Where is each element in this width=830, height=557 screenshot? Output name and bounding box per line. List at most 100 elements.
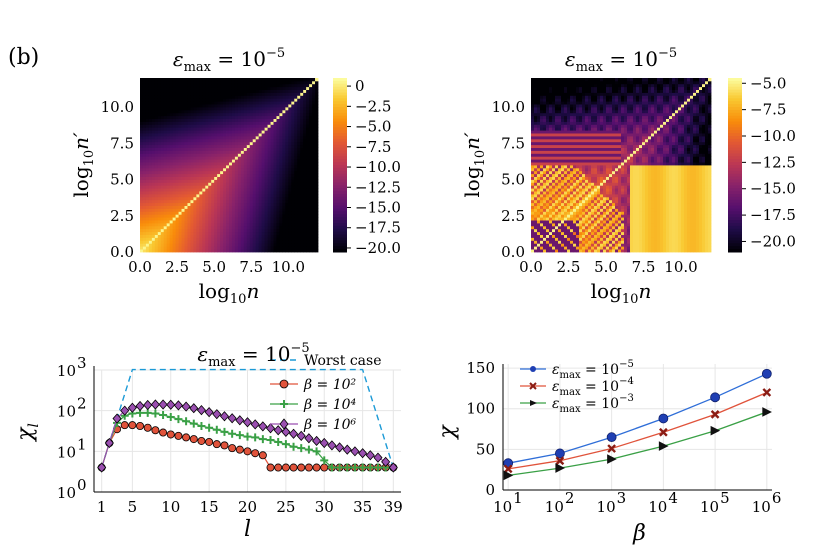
heatmap-cell <box>172 223 176 227</box>
heatmap-cell <box>582 214 586 218</box>
heatmap-cell <box>309 80 313 85</box>
colorbar-segment <box>333 109 347 114</box>
heatmap-cell <box>252 228 257 233</box>
heatmap-cell <box>549 223 553 227</box>
heatmap-cell <box>243 104 248 108</box>
heatmap-cell <box>534 153 538 157</box>
heatmap-cell <box>531 162 535 166</box>
heatmap-cell <box>549 246 553 250</box>
heatmap-cell <box>255 78 260 82</box>
heatmap-cell <box>258 141 263 146</box>
heatmap-cell <box>285 144 289 148</box>
heatmap-cell <box>309 159 313 163</box>
heatmap-cell <box>285 80 289 85</box>
heatmap-cell <box>154 127 159 131</box>
heatmap-cell <box>190 199 194 204</box>
heatmap-cell <box>552 147 556 151</box>
heatmap-cell <box>267 167 271 172</box>
heatmap-cell <box>157 115 162 119</box>
heatmap-cell <box>285 211 289 215</box>
heatmap-cell <box>543 223 547 227</box>
heatmap-cell <box>166 115 171 119</box>
heatmap-cell <box>223 144 227 148</box>
heatmap-cell <box>175 237 179 241</box>
heatmap-cell <box>591 170 595 175</box>
heatmap-cell <box>558 176 562 180</box>
heatmap-cell <box>261 112 265 117</box>
heatmap-cell <box>208 95 212 99</box>
heatmap-cell <box>285 147 289 151</box>
heatmap-cell <box>148 249 153 253</box>
heatmap-cell <box>279 167 283 172</box>
heatmap-cell <box>226 196 230 201</box>
heatmap-cell <box>297 118 301 122</box>
heatmap-cell <box>223 80 227 85</box>
heatmap-cell <box>285 240 289 244</box>
colorbar-tick-label: −2.5 <box>355 97 391 115</box>
heatmap-cell <box>276 138 280 143</box>
heatmap-cell <box>140 194 144 198</box>
heatmap-cell <box>537 202 541 206</box>
heatmap-cell <box>223 107 227 111</box>
heatmap-cell <box>549 208 553 212</box>
heatmap-cell <box>160 246 165 250</box>
heatmap-cell <box>531 246 535 250</box>
heatmap-cell <box>300 98 304 102</box>
heatmap-cell <box>312 205 316 209</box>
heatmap-cell <box>234 144 239 148</box>
heatmap-cell <box>154 246 159 250</box>
heatmap-cell <box>273 118 277 122</box>
heatmap-cell <box>237 104 242 108</box>
heatmap-cell <box>243 237 248 241</box>
heatmap-cell <box>148 104 153 108</box>
x-tick-label: 7.5 <box>239 258 263 276</box>
heatmap-cell <box>315 118 319 122</box>
heatmap-cell <box>163 104 168 108</box>
heatmap-cell <box>576 98 580 102</box>
heatmap-cell <box>558 182 562 186</box>
heatmap-cell <box>142 136 147 140</box>
heatmap-cell <box>309 208 313 212</box>
heatmap-cell <box>549 170 553 175</box>
heatmap-cell <box>564 124 568 128</box>
heatmap-cell <box>312 115 316 119</box>
heatmap-cell <box>246 130 251 134</box>
heatmap-cell <box>570 144 574 148</box>
heatmap-cell <box>231 118 236 122</box>
heatmap-cell <box>217 208 221 212</box>
heatmap-cell <box>567 127 571 131</box>
heatmap-cell <box>552 194 556 198</box>
y-tick-label: 5.0 <box>110 171 134 189</box>
heatmap-cell <box>570 162 574 166</box>
heatmap-cell <box>282 138 286 143</box>
heatmap-cell <box>226 234 230 238</box>
heatmap-cell <box>172 86 176 90</box>
heatmap-cell <box>226 107 230 111</box>
heatmap-cell <box>294 89 298 93</box>
heatmap-cell <box>288 237 292 241</box>
heatmap-cell <box>226 159 230 163</box>
heatmap-cell <box>276 223 280 227</box>
heatmap-cell <box>240 208 245 212</box>
heatmap-cell <box>585 150 589 154</box>
heatmap-cell <box>187 98 191 102</box>
heatmap-cell <box>576 231 580 235</box>
heatmap-cell <box>184 141 188 146</box>
heatmap-cell <box>570 121 574 125</box>
heatmap-cell <box>243 162 248 166</box>
heatmap-cell <box>564 150 568 154</box>
heatmap-cell <box>555 101 559 105</box>
heatmap-cell <box>261 231 265 235</box>
heatmap-cell <box>148 107 153 111</box>
heatmap-cell <box>570 78 574 82</box>
heatmap-cell <box>579 130 583 134</box>
heatmap-cell <box>157 136 162 140</box>
heatmap-cell <box>140 182 144 186</box>
heatmap-cell <box>175 188 179 192</box>
heatmap-cell <box>549 92 553 96</box>
heatmap-cell <box>240 112 245 117</box>
heatmap-cell <box>540 115 544 119</box>
heatmap-cell <box>534 141 538 146</box>
heatmap-cell <box>309 115 313 119</box>
heatmap-cell <box>148 118 153 122</box>
